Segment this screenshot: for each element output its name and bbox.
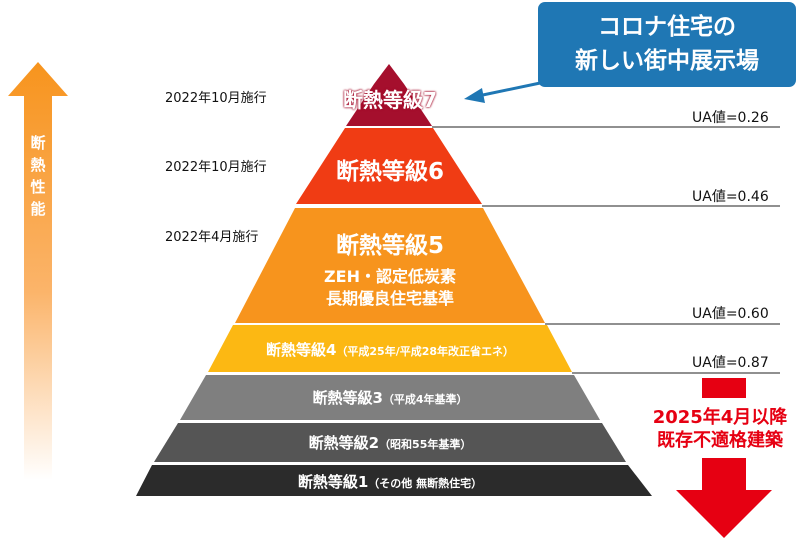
level1-note: （その他 無断熱住宅）	[368, 477, 483, 490]
level3-label: 断熱等級3（平成4年基準）	[206, 387, 574, 408]
warning-line2: 既存不適格建築	[657, 430, 783, 451]
level4-label: 断熱等級4（平成25年/平成28年改正省エネ）	[232, 339, 548, 360]
level2-note: （昭和55年基準）	[379, 438, 472, 451]
level3-title: 断熱等級3	[312, 389, 383, 407]
ua-label-060: UA値=0.60	[692, 306, 769, 322]
callout-line2: 新しい街中展示場	[575, 48, 759, 74]
performance-up-arrow	[8, 62, 68, 480]
date-level5: 2022年4月施行	[165, 230, 259, 245]
level5-title: 断熱等級5	[335, 233, 444, 259]
level2-title: 断熱等級2	[308, 434, 380, 452]
down-arrow-red	[676, 378, 772, 538]
level1-segment	[136, 465, 652, 496]
level5-line2: ZEH・認定低炭素	[324, 267, 456, 286]
performance-axis-label: 断熱性能	[30, 134, 46, 218]
level3-segment	[180, 375, 600, 420]
level1-label: 断熱等級1（その他 無断熱住宅）	[152, 471, 628, 492]
level5-segment	[235, 208, 545, 323]
warning-text: 2025年4月以降 既存不適格建築	[640, 406, 800, 452]
level4-note: （平成25年/平成28年改正省エネ）	[336, 345, 515, 358]
callout-box: コロナ住宅の 新しい街中展示場	[538, 2, 796, 87]
callout-pointer-arrow	[464, 80, 546, 103]
ua-label-026: UA値=0.26	[692, 110, 769, 126]
level4-title: 断熱等級4	[265, 341, 337, 359]
callout-line1: コロナ住宅の	[598, 14, 736, 40]
date-level7: 2022年10月施行	[165, 91, 267, 106]
level2-label: 断熱等級2（昭和55年基準）	[178, 432, 602, 453]
level7-title: 断熱等級7	[343, 88, 437, 112]
level6-title: 断熱等級6	[335, 159, 444, 185]
level5-line3: 長期優良住宅基準	[325, 289, 454, 308]
level2-segment	[154, 423, 626, 462]
level6-segment	[296, 128, 482, 204]
warning-line1: 2025年4月以降	[652, 407, 788, 428]
level4-segment	[208, 325, 572, 372]
ua-label-046: UA値=0.46	[692, 189, 769, 205]
level1-title: 断熱等級1	[297, 473, 369, 491]
level7-segment	[346, 64, 432, 126]
ua-label-087: UA値=0.87	[692, 355, 769, 371]
level3-note: （平成4年基準）	[382, 393, 468, 406]
date-level6: 2022年10月施行	[165, 160, 267, 175]
